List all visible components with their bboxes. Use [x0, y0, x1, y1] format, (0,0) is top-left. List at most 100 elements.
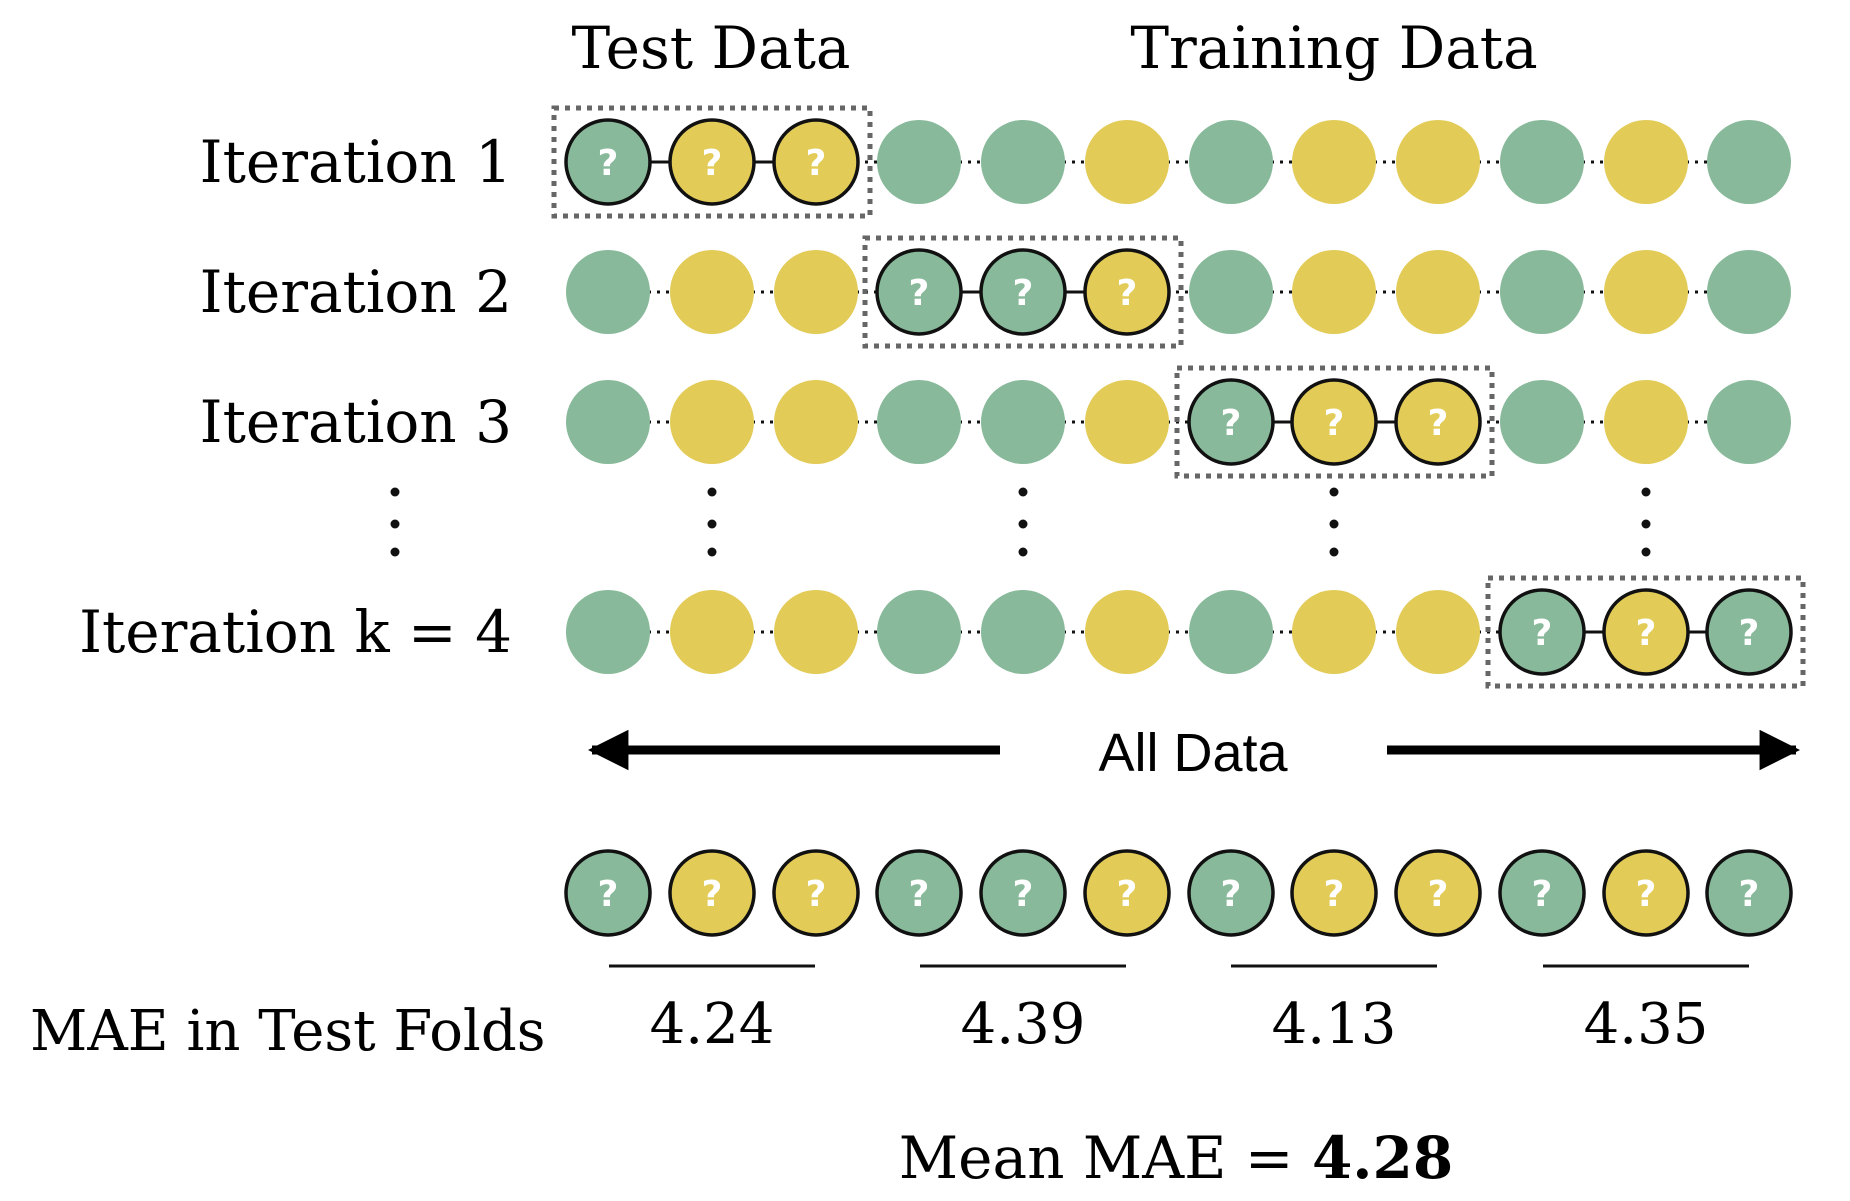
test-sample-circle: ?: [1498, 849, 1586, 937]
test-sample-circle: ?: [1498, 588, 1586, 676]
test-fold-predictions: ????????????: [564, 849, 1793, 937]
training-sample-circle: [1189, 250, 1273, 334]
iteration-row: Iteration 2???: [200, 235, 1791, 349]
test-data-header: Test Data: [572, 14, 851, 82]
training-sample-circle: [1396, 590, 1480, 674]
question-mark: ?: [1013, 874, 1034, 915]
iteration-label: Iteration 1: [200, 128, 512, 196]
test-sample-circle: ?: [668, 849, 756, 937]
training-sample-circle: [1604, 380, 1688, 464]
test-fold-box: [1485, 575, 1806, 689]
training-sample-circle: [1189, 590, 1273, 674]
iteration-label: Iteration k = 4: [79, 598, 512, 666]
question-mark: ?: [1324, 874, 1345, 915]
test-sample-circle: ?: [979, 849, 1067, 937]
test-sample-circle: ?: [772, 118, 860, 206]
test-sample-circle: ?: [1083, 248, 1171, 336]
training-sample-circle: [774, 590, 858, 674]
fold-mae-value: 4.13: [1272, 992, 1397, 1057]
test-sample-circle: ?: [1705, 588, 1793, 676]
question-mark: ?: [1117, 273, 1138, 314]
question-mark: ?: [1428, 874, 1449, 915]
test-sample-circle: ?: [1705, 849, 1793, 937]
test-sample-circle: ?: [564, 118, 652, 206]
training-sample-circle: [1189, 120, 1273, 204]
question-mark: ?: [598, 874, 619, 915]
question-mark: ?: [1221, 874, 1242, 915]
question-mark: ?: [806, 143, 827, 184]
training-sample-circle: [1292, 120, 1376, 204]
test-sample-circle: ?: [1394, 849, 1482, 937]
training-sample-circle: [1604, 250, 1688, 334]
question-mark: ?: [702, 874, 723, 915]
question-mark: ?: [598, 143, 619, 184]
fold-mae-value: 4.35: [1584, 992, 1709, 1057]
training-sample-circle: [1707, 120, 1791, 204]
test-sample-circle: ?: [875, 849, 963, 937]
training-sample-circle: [1500, 120, 1584, 204]
training-sample-circle: [1085, 590, 1169, 674]
training-sample-circle: [1707, 380, 1791, 464]
question-mark: ?: [806, 874, 827, 915]
test-fold-box: [551, 105, 873, 219]
question-mark: ?: [1013, 273, 1034, 314]
iteration-label: Iteration 2: [200, 258, 512, 326]
question-mark: ?: [1428, 403, 1449, 444]
vertical-ellipsis: [1641, 487, 1651, 557]
fold-mae: 4.24: [609, 964, 815, 1057]
training-sample-circle: [981, 380, 1065, 464]
training-sample-circle: [877, 590, 961, 674]
training-sample-circle: [1500, 380, 1584, 464]
test-sample-circle: ?: [1187, 849, 1275, 937]
test-sample-circle: ?: [875, 248, 963, 336]
question-mark: ?: [702, 143, 723, 184]
vertical-ellipsis: [1018, 487, 1028, 557]
question-mark: ?: [1532, 874, 1553, 915]
test-sample-circle: ?: [668, 118, 756, 206]
test-sample-circle: ?: [564, 849, 652, 937]
vertical-ellipsis: [390, 487, 400, 557]
training-sample-circle: [877, 380, 961, 464]
vertical-ellipsis: [707, 487, 717, 557]
fold-mae-values: 4.24 4.39 4.13 4.35: [609, 964, 1749, 1057]
ellipsis-row: [390, 487, 1651, 557]
test-sample-circle: ?: [1602, 849, 1690, 937]
training-sample-circle: [981, 120, 1065, 204]
mean-mae: Mean MAE = 4.28: [899, 1124, 1453, 1192]
question-mark: ?: [909, 273, 930, 314]
training-sample-circle: [774, 380, 858, 464]
training-sample-circle: [670, 590, 754, 674]
vertical-ellipsis: [1329, 487, 1339, 557]
training-sample-circle: [1396, 250, 1480, 334]
question-mark: ?: [1739, 874, 1760, 915]
iteration-label: Iteration 3: [200, 388, 512, 456]
mean-mae-prefix: Mean MAE =: [899, 1124, 1312, 1192]
all-data-label: All Data: [1098, 723, 1288, 783]
question-mark: ?: [1636, 613, 1657, 654]
test-sample-circle: ?: [772, 849, 860, 937]
test-sample-circle: ?: [1290, 378, 1378, 466]
fold-mae: 4.13: [1231, 964, 1437, 1057]
training-data-header: Training Data: [1130, 14, 1537, 82]
fold-mae-value: 4.24: [650, 992, 775, 1057]
training-sample-circle: [670, 380, 754, 464]
iteration-rows: Iteration 1?? ?Iteration 2?? ?Iteration 3?…: [79, 105, 1806, 689]
fold-mae-value: 4.39: [961, 992, 1086, 1057]
test-fold-box: [862, 235, 1184, 349]
test-sample-circle: ?: [1083, 849, 1171, 937]
iteration-row: Iteration 3???: [200, 365, 1791, 479]
fold-mae: 4.35: [1543, 964, 1749, 1057]
mae-label: MAE in Test Folds: [30, 999, 545, 1064]
question-mark: ?: [909, 874, 930, 915]
question-mark: ?: [1739, 613, 1760, 654]
training-sample-circle: [1085, 120, 1169, 204]
question-mark: ?: [1221, 403, 1242, 444]
test-sample-circle: ?: [979, 248, 1067, 336]
training-sample-circle: [1085, 380, 1169, 464]
fold-mae: 4.39: [920, 964, 1126, 1057]
question-mark: ?: [1117, 874, 1138, 915]
training-sample-circle: [981, 590, 1065, 674]
training-sample-circle: [877, 120, 961, 204]
mean-mae-value: 4.28: [1312, 1124, 1453, 1192]
